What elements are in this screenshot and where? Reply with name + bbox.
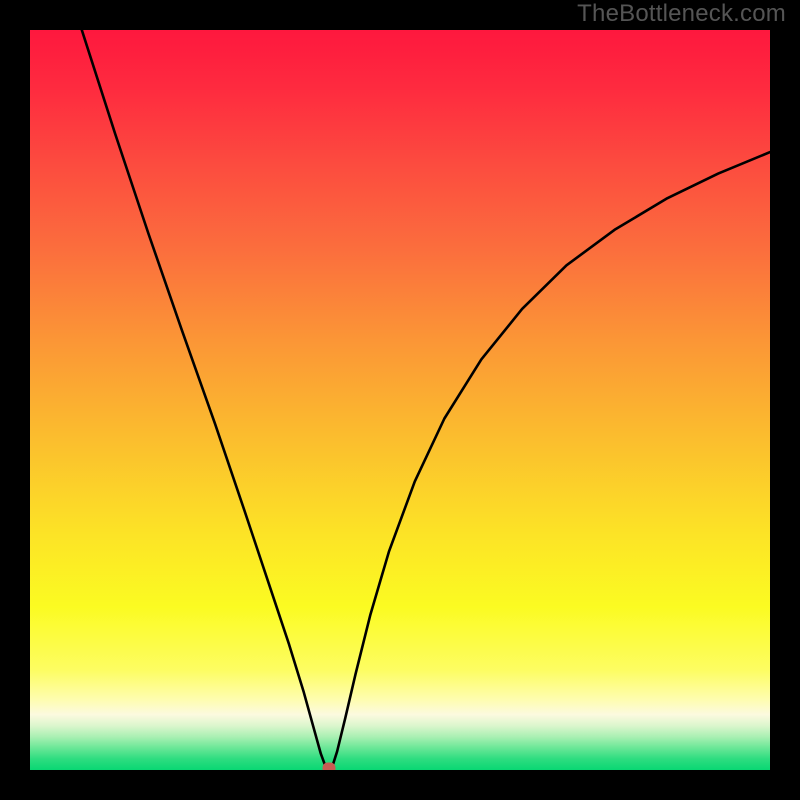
curve-minimum-marker	[322, 762, 335, 770]
watermark-text: TheBottleneck.com	[577, 0, 786, 28]
bottleneck-curve	[30, 30, 770, 770]
chart-plot-area	[30, 30, 770, 770]
